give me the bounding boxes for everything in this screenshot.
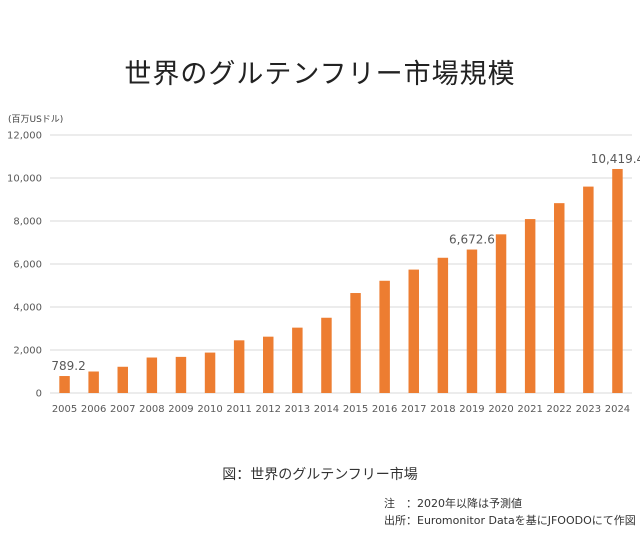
y-axis-unit-label: (百万USドル) (8, 115, 64, 125)
bar-2022 (554, 203, 565, 393)
bar-2017 (408, 269, 419, 393)
bar-2023 (583, 186, 594, 393)
data-label: 10,419.4 (591, 152, 640, 166)
x-tick-label: 2005 (52, 404, 77, 415)
x-tick-label: 2009 (168, 404, 193, 415)
x-tick-label: 2014 (314, 404, 339, 415)
x-tick-label: 2019 (459, 404, 484, 415)
bar-2021 (524, 219, 536, 393)
x-tick-label: 2020 (488, 404, 513, 415)
bar-2010 (204, 352, 216, 393)
x-tick-label: 2024 (605, 404, 630, 415)
figure-caption: 図：世界のグルテンフリー市場 (222, 467, 418, 483)
y-tick-label: 0 (36, 389, 42, 400)
y-tick-label: 6,000 (13, 260, 42, 271)
bar-chart: 0 2,000 4,000 6,000 8,000 10,000 12,000 2005 789… (7, 131, 640, 416)
bar-2014 (321, 317, 332, 393)
y-tick-label: 4,000 (13, 303, 42, 314)
bar-2018 (437, 257, 449, 393)
x-tick-label: 2013 (285, 404, 310, 415)
y-tick-label: 2,000 (13, 346, 42, 357)
x-tick-label: 2017 (401, 404, 426, 415)
y-tick-label: 12,000 (7, 131, 42, 142)
data-label: 789.2 (51, 359, 85, 373)
chart-title: 世界のグルテンフリー市場規模 (124, 59, 516, 90)
x-tick-label: 2007 (110, 404, 135, 415)
bar-2007 (117, 366, 128, 393)
x-tick-label: 2023 (576, 404, 601, 415)
bar-2015 (350, 293, 361, 393)
x-tick-label: 2006 (81, 404, 106, 415)
x-tick-label: 2018 (430, 404, 455, 415)
y-tick-label: 10,000 (7, 174, 42, 185)
x-tick-label: 2011 (226, 404, 251, 415)
x-tick-label: 2016 (372, 404, 397, 415)
y-tick-label: 8,000 (13, 217, 42, 228)
x-tick-label: 2008 (139, 404, 164, 415)
x-tick-label: 2021 (517, 404, 542, 415)
bar-2020 (495, 234, 507, 393)
bar-2012 (263, 336, 274, 393)
x-tick-label: 2015 (343, 404, 368, 415)
bar-2013 (292, 327, 303, 393)
bar-2016 (379, 280, 390, 393)
forecast-note: 注 ：2020年以降は予測値 (384, 497, 522, 510)
bar-2019 (466, 249, 478, 393)
bar-2006 (88, 371, 99, 393)
data-label: 6,672.6 (449, 233, 495, 247)
source-note: 出所：Euromonitor Dataを基にJFOODOにて作図 (384, 514, 636, 527)
x-tick-label: 2022 (547, 404, 572, 415)
bar-2008 (146, 357, 158, 393)
x-tick-label: 2010 (197, 404, 222, 415)
bar-2024 (612, 168, 623, 393)
x-tick-label: 2012 (256, 404, 281, 415)
bar-2005 (59, 376, 70, 393)
bar-2009 (175, 356, 187, 393)
bar-2011 (233, 340, 245, 393)
